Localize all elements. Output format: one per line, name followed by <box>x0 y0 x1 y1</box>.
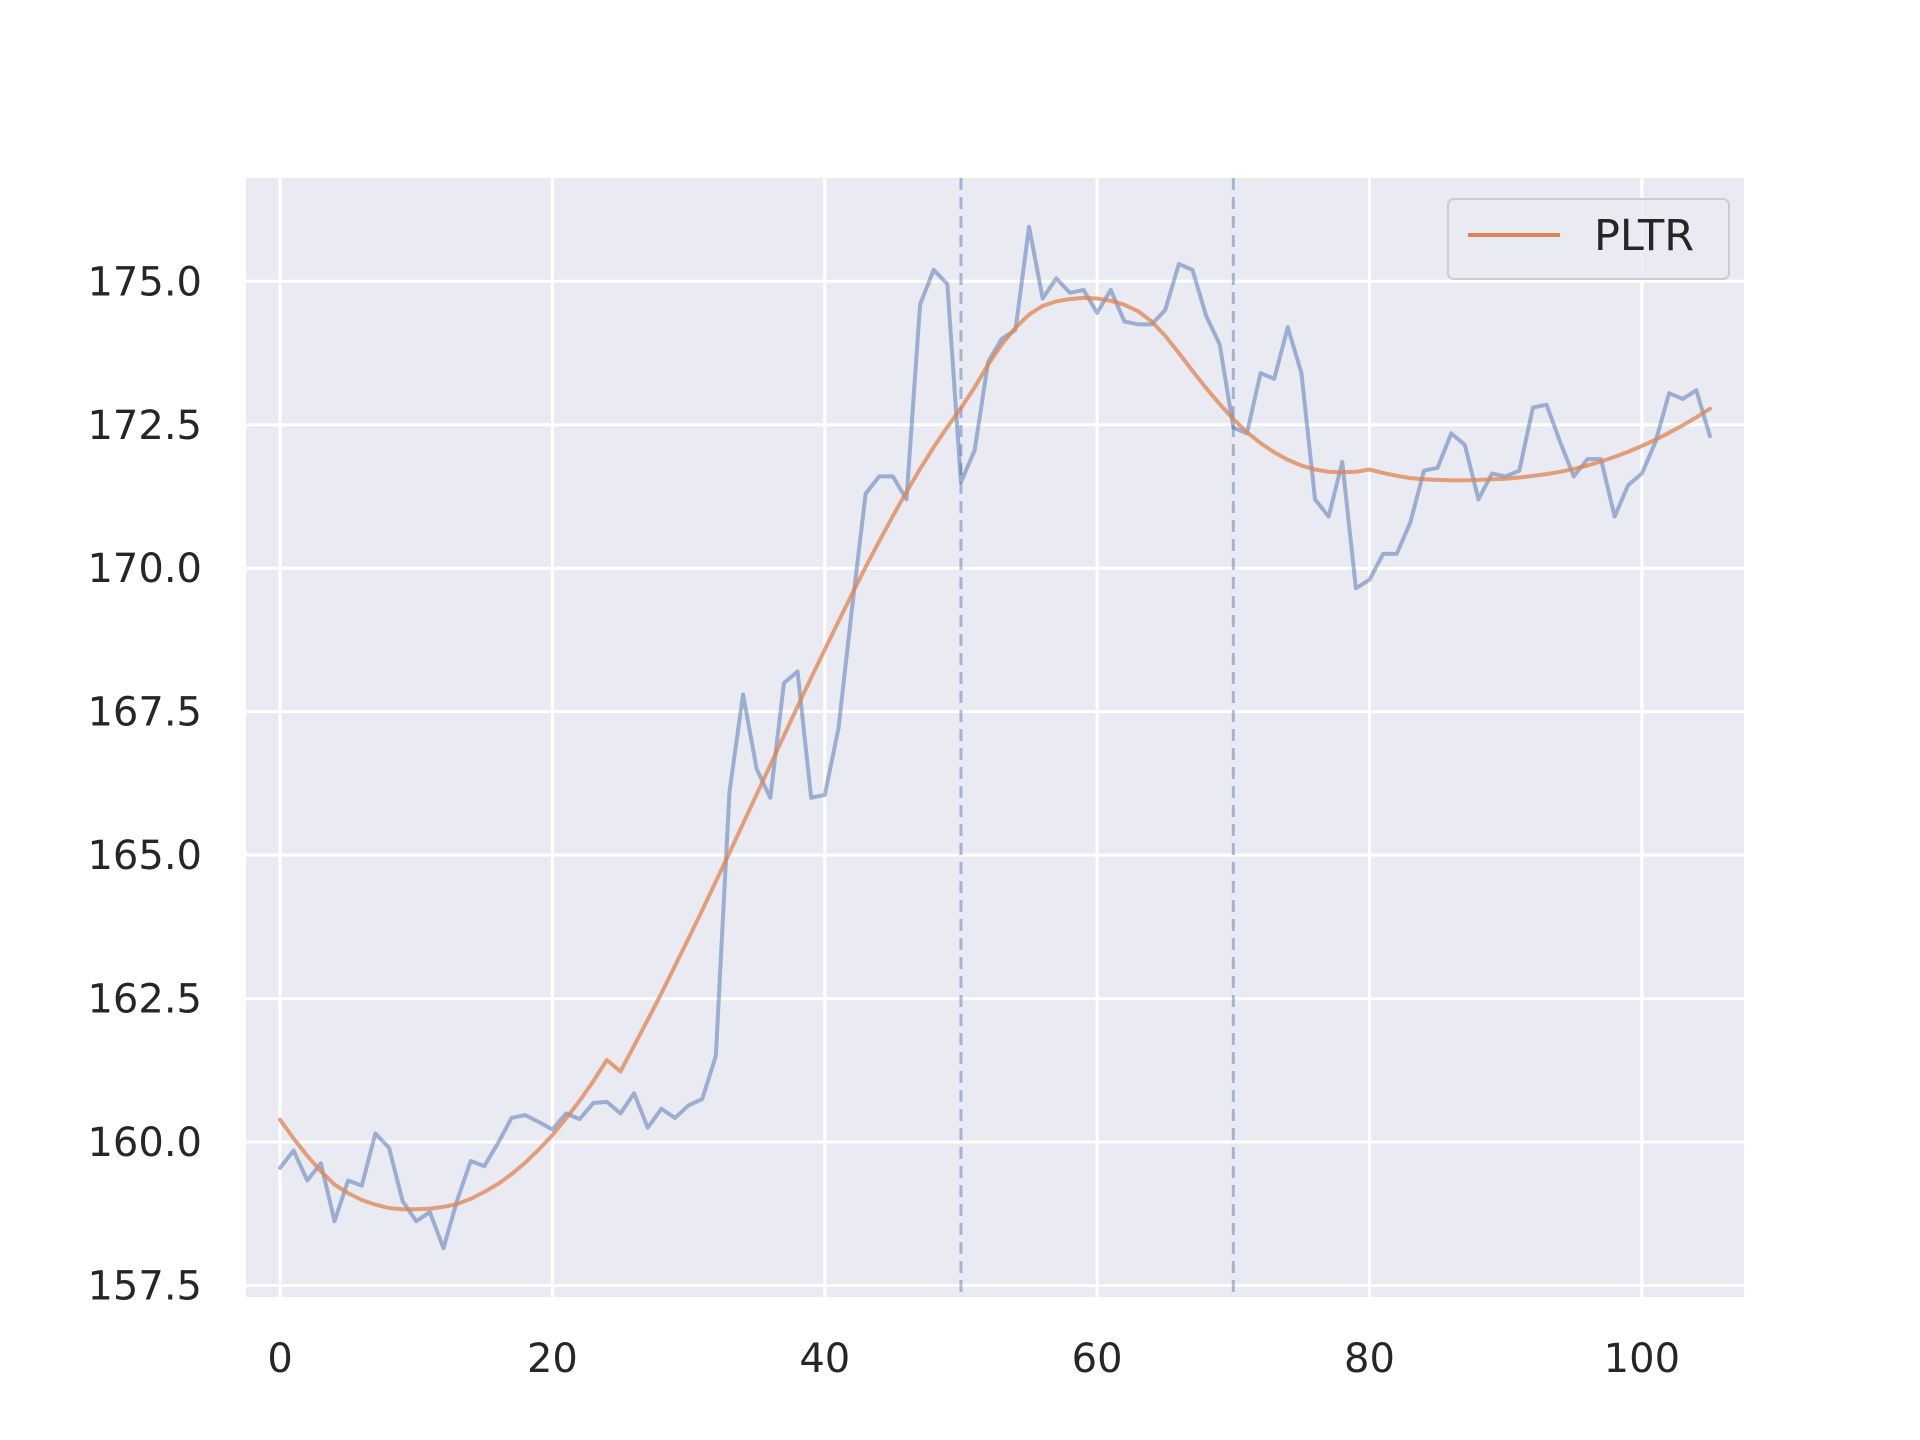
y-tick-label: 167.5 <box>87 690 202 736</box>
legend: PLTR <box>1447 198 1730 280</box>
y-axis-ticks: 157.5 160.0 162.5 165.0 167.5 170.0 172.5 175.0 <box>87 259 202 1309</box>
legend-box <box>1447 198 1730 280</box>
y-tick-label: 170.0 <box>87 546 202 592</box>
x-tick-label: 80 <box>1344 1336 1395 1382</box>
x-tick-label: 40 <box>799 1336 850 1382</box>
y-tick-label: 162.5 <box>87 977 202 1023</box>
pltr-smoothed-line <box>278 295 1712 1212</box>
plot-area <box>246 178 1744 1297</box>
series-lines <box>278 224 1712 1251</box>
x-axis-ticks: 0 20 40 60 80 100 <box>267 1336 1680 1382</box>
y-tick-label: 172.5 <box>87 403 202 449</box>
raw-price-line <box>278 224 1712 1251</box>
x-tick-label: 100 <box>1604 1336 1680 1382</box>
grid-lines <box>246 178 1744 1297</box>
x-tick-label: 20 <box>527 1336 578 1382</box>
y-tick-label: 160.0 <box>87 1120 202 1166</box>
legend-label-pltr: PLTR <box>1594 211 1694 261</box>
y-tick-label: 165.0 <box>87 833 202 879</box>
vertical-reference-lines <box>959 178 1235 1297</box>
x-tick-label: 60 <box>1072 1336 1123 1382</box>
x-tick-label: 0 <box>267 1336 292 1382</box>
y-tick-label: 157.5 <box>87 1264 202 1310</box>
y-tick-label: 175.0 <box>87 259 202 305</box>
